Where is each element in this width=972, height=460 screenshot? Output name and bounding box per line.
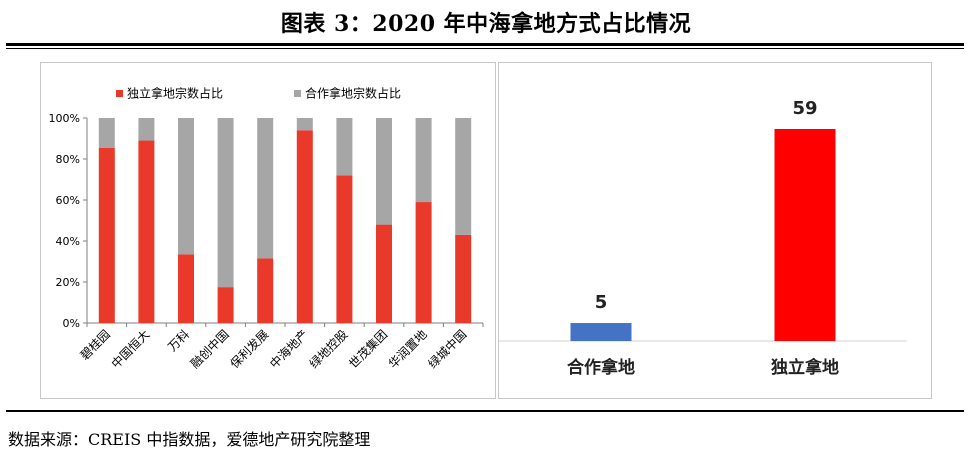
x-tick-label: 华润置地 (386, 327, 430, 371)
y-tick-label: 40% (56, 235, 80, 248)
x-tick-label: 独立拿地 (771, 357, 839, 378)
x-tick-label: 世茂集团 (346, 327, 391, 372)
bar-cooperative-1 (98, 118, 115, 148)
y-tick-label: 100% (49, 112, 80, 125)
bar-2 (774, 129, 836, 341)
bar-cooperative-4 (217, 118, 234, 288)
legend-label-1: 独立拿地宗数占比 (127, 86, 223, 101)
y-tick-label: 60% (56, 194, 80, 207)
y-tick-label: 20% (56, 276, 80, 289)
bar-cooperative-9 (415, 118, 432, 203)
x-tick-label: 中海地产 (266, 327, 311, 372)
y-tick-label: 80% (56, 153, 80, 166)
total-count-chart-panel: 5 合作拿地 59 独立拿地 (498, 62, 932, 399)
x-tick-label: 绿城中国 (425, 327, 470, 372)
bar-1 (570, 323, 632, 341)
legend-swatch-1 (116, 90, 123, 97)
legend-swatch-2 (294, 90, 301, 97)
stacked-percent-chart: 独立拿地宗数占比 合作拿地宗数占比 0% 20% 40% 60% 80% 100% 碧桂园中国恒… (49, 86, 484, 372)
total-count-chart: 5 合作拿地 59 独立拿地 (499, 98, 907, 378)
bar-independent-10 (455, 234, 472, 323)
legend-label-2: 合作拿地宗数占比 (305, 86, 401, 101)
bar-independent-3 (178, 254, 194, 323)
x-tick-label: 合作拿地 (567, 357, 635, 378)
title-rule-thin (6, 48, 964, 49)
x-tick-label: 保利发展 (227, 327, 272, 372)
data-label: 5 (595, 292, 608, 313)
x-tick-label: 碧桂园 (77, 327, 113, 363)
bar-independent-6 (296, 130, 313, 323)
bar-independent-8 (376, 224, 392, 323)
x-tick-label: 万科 (165, 327, 192, 354)
title-rule-thick (6, 43, 964, 46)
bar-cooperative-7 (336, 118, 353, 176)
bar-independent-4 (217, 287, 234, 323)
x-tick-label: 绿地控股 (306, 327, 351, 372)
stacked-percent-chart-panel: 独立拿地宗数占比 合作拿地宗数占比 0% 20% 40% 60% 80% 100% 碧桂园 中国恒… (40, 62, 496, 399)
data-label: 59 (792, 98, 817, 119)
bar-independent-9 (415, 202, 432, 323)
bar-cooperative-8 (376, 118, 392, 225)
y-tick-label: 0% (63, 317, 80, 330)
bar-cooperative-3 (178, 118, 194, 255)
bar-cooperative-5 (257, 118, 274, 259)
footer-rule (6, 410, 964, 412)
bar-independent-1 (98, 147, 115, 323)
bar-independent-7 (336, 175, 353, 323)
source-note: 数据来源：CREIS 中指数据，爱德地产研究院整理 (8, 430, 371, 449)
bar-independent-2 (138, 140, 155, 323)
bar-cooperative-2 (138, 118, 155, 141)
x-tick-label: 中国恒大 (108, 327, 153, 372)
x-tick-label: 融创中国 (187, 327, 232, 372)
bar-cooperative-6 (296, 118, 313, 131)
bar-independent-5 (257, 258, 274, 323)
figure-title: 图表 3：2020 年中海拿地方式占比情况 (280, 11, 692, 37)
bar-cooperative-10 (455, 118, 472, 235)
